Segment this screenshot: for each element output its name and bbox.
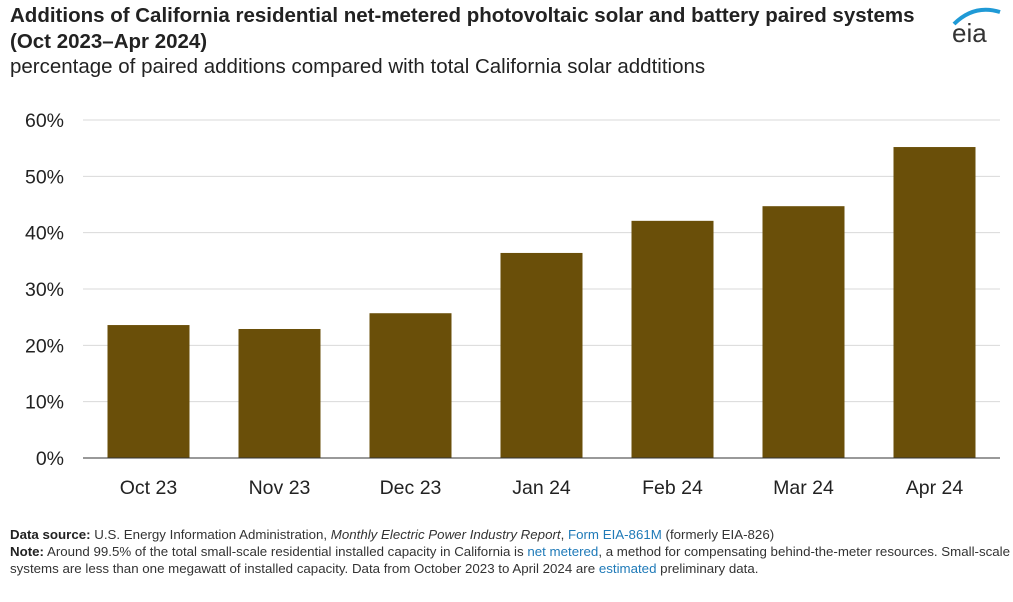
x-tick-label: Oct 23 [120,477,177,499]
net-metered-link[interactable]: net metered [527,544,599,559]
x-tick-label: Jan 24 [512,477,571,499]
y-tick-label: 10% [25,392,64,414]
source-report: Monthly Electric Power Industry Report [330,527,561,542]
bar [500,252,583,458]
bar [893,147,976,459]
y-tick-label: 0% [36,448,64,470]
y-tick-label: 50% [25,166,64,188]
source-text: U.S. Energy Information Administration, [90,527,331,542]
y-tick-label: 30% [25,279,64,301]
y-tick-label: 60% [25,110,64,132]
x-tick-label: Mar 24 [773,477,834,499]
bar [238,328,321,458]
note-text: preliminary data. [656,561,759,576]
note: Note: Around 99.5% of the total small-sc… [10,543,1010,577]
note-text: Around 99.5% of the total small-scale re… [43,544,528,559]
y-tick-label: 40% [25,223,64,245]
x-tick-label: Feb 24 [642,477,703,499]
source-label: Data source: [10,527,91,542]
estimated-link[interactable]: estimated [598,561,657,576]
chart-title: Additions of California residential net-… [10,4,915,53]
chart-footer: Data source: U.S. Energy Information Adm… [10,526,1010,577]
bar [762,206,845,458]
bar [107,325,190,458]
source-sep: , [560,527,568,542]
bar [369,313,452,458]
data-source: Data source: U.S. Energy Information Adm… [10,526,1010,543]
y-tick-label: 20% [25,335,64,357]
bar-chart: 0% 10% 20% 30% 40% 50% 60% Oct 23 Nov 23 Dec 23 Ja… [25,110,1000,499]
x-tick-label: Dec 23 [380,477,442,499]
x-tick-label: Nov 23 [249,477,311,499]
eia-logo: eia [950,6,1006,51]
chart-subtitle: percentage of paired additions compared … [10,55,706,78]
bar [631,220,714,458]
svg-text:eia: eia [952,18,987,46]
note-text: , a method for compensating behind-the-m… [10,544,1010,576]
form-link[interactable]: Form EIA-861M [567,527,662,542]
note-label: Note: [10,544,44,559]
source-tail: (formerly EIA-826) [661,527,775,542]
x-tick-label: Apr 24 [906,477,964,499]
